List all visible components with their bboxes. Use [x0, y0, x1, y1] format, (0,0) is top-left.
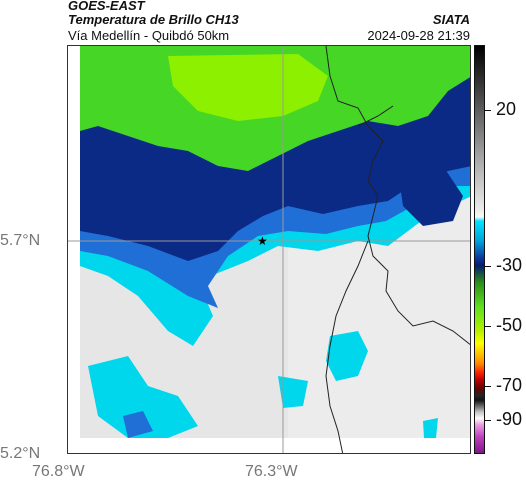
map-canvas: ★: [68, 46, 470, 453]
department-boundary: [325, 46, 470, 346]
colorbar-tick: [485, 266, 491, 267]
colorbar-label: -70: [496, 375, 523, 395]
cyan-patch-east: [326, 331, 368, 381]
coldest-cloud-top-region: [168, 54, 328, 121]
map-left-margin: [68, 46, 80, 453]
latitude-label-lower: 5.2°N: [0, 445, 41, 462]
route-subtitle: Vía Medellín - Quibdó 50km: [68, 28, 230, 43]
map-bottom-margin: [68, 438, 470, 453]
cyan-patch-south: [278, 376, 308, 408]
blue-patch-southwest: [123, 411, 153, 438]
colorbar-label: 20: [496, 99, 517, 119]
timestamp-label: 2024-09-28 21:39: [367, 28, 470, 43]
satellite-source-title: GOES-EAST: [68, 0, 145, 13]
colorbar-tick: [485, 420, 491, 421]
longitude-label-west: 76.8°W: [32, 463, 85, 480]
colorbar-tick: [485, 326, 491, 327]
product-title: Temperatura de Brillo CH13: [68, 12, 239, 27]
cyan-patch-southwest: [88, 356, 198, 438]
cyan-patch-southeast: [423, 418, 438, 438]
colorbar-tick: [485, 386, 491, 387]
eastern-convective-cell: [398, 166, 463, 226]
boundary-branch: [357, 105, 394, 127]
latitude-label-upper: 5.7°N: [0, 232, 41, 249]
colorbar-label: -90: [496, 409, 523, 429]
location-star-icon: ★: [257, 234, 268, 248]
colorbar-label: -30: [496, 255, 523, 275]
colorbar-tick: [485, 110, 491, 111]
brightness-temperature-map: ★: [67, 45, 471, 454]
colorbar-label: -50: [496, 315, 523, 335]
municipal-boundary: [325, 240, 369, 453]
organization-label: SIATA: [432, 12, 470, 27]
temperature-colorbar: [474, 45, 485, 454]
longitude-label-east: 76.3°W: [245, 463, 298, 480]
